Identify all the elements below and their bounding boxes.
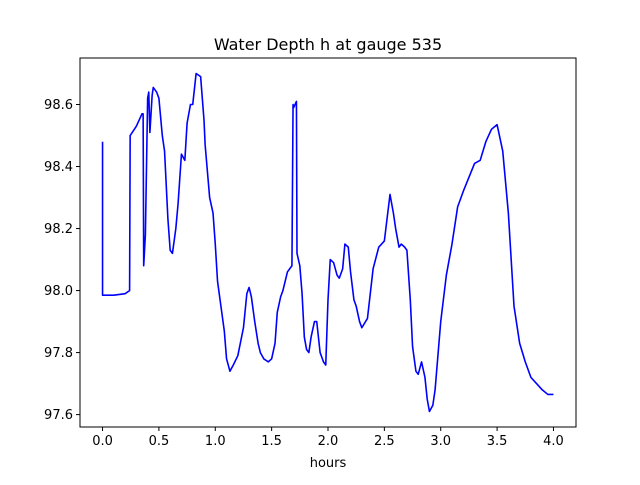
x-tick-label: 0.5 [149, 434, 170, 449]
series-line-0 [101, 72, 554, 413]
x-tick-label: 3.0 [430, 434, 451, 449]
y-axis: 97.6 97.8 98.0 98.2 98.4 98.6 [44, 98, 80, 423]
series-group [101, 72, 554, 413]
x-tick-label: 0.0 [92, 434, 113, 449]
y-tick-label: 98.4 [44, 160, 73, 175]
x-axis: 0.0 0.5 1.0 1.5 2.0 2.5 3.0 3.5 4.0 [92, 427, 564, 449]
y-tick-label: 98.6 [44, 98, 73, 113]
y-tick-label: 98.2 [44, 222, 73, 237]
x-tick-label: 2.5 [374, 434, 395, 449]
x-tick-label: 2.0 [318, 434, 339, 449]
x-tick-label: 1.5 [261, 434, 282, 449]
y-tick-label: 97.8 [44, 346, 73, 361]
chart-title: Water Depth h at gauge 535 [214, 35, 442, 54]
x-tick-label: 1.0 [205, 434, 226, 449]
y-tick-label: 98.0 [44, 284, 73, 299]
x-tick-label: 4.0 [543, 434, 564, 449]
x-axis-label: hours [310, 456, 347, 471]
y-tick-label: 97.6 [44, 408, 73, 423]
x-tick-label: 3.5 [487, 434, 508, 449]
